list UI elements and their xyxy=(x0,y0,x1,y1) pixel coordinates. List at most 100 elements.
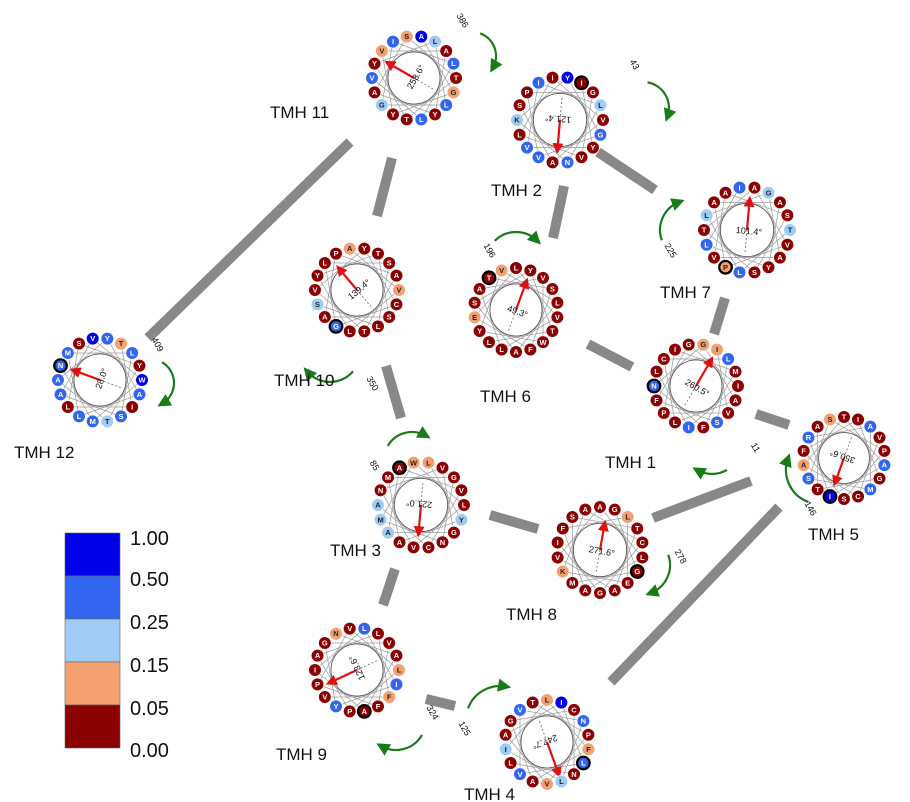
residue-G: G xyxy=(629,564,645,579)
helix-spoke xyxy=(817,478,880,490)
svg-text:C: C xyxy=(394,300,400,309)
svg-text:K: K xyxy=(514,116,520,125)
svg-text:F: F xyxy=(654,396,659,405)
svg-text:N: N xyxy=(581,717,586,726)
helix-spoke xyxy=(803,419,859,452)
svg-text:Y: Y xyxy=(459,515,464,524)
svg-text:A: A xyxy=(550,158,556,167)
helix-spoke xyxy=(381,50,394,115)
svg-text:A: A xyxy=(372,88,378,97)
helix-spoke xyxy=(803,450,845,500)
svg-text:V: V xyxy=(347,624,352,633)
svg-text:G: G xyxy=(700,340,706,349)
residue-V: V xyxy=(872,430,887,445)
svg-text:A: A xyxy=(612,586,618,595)
residue-V: V xyxy=(721,406,735,420)
svg-text:V: V xyxy=(499,266,504,275)
residue-V: V xyxy=(780,238,795,252)
hydrophobic-moment-arrow xyxy=(695,356,714,387)
svg-text:A: A xyxy=(58,390,64,399)
residue-G: G xyxy=(696,338,710,352)
residue-L: L xyxy=(550,296,564,310)
svg-text:P: P xyxy=(723,263,728,272)
svg-text:Y: Y xyxy=(477,327,482,336)
residue-A: A xyxy=(608,583,622,598)
helix-spoke xyxy=(519,77,553,135)
helix-label: TMH 6 xyxy=(480,387,531,406)
helix-spoke xyxy=(314,628,365,671)
residue-M: M xyxy=(373,513,388,527)
helix-spoke xyxy=(324,642,337,707)
svg-text:L: L xyxy=(419,115,424,124)
helix-label: TMH 7 xyxy=(660,283,711,302)
svg-text:M: M xyxy=(377,515,383,524)
residue-I: I xyxy=(710,343,724,357)
start-residue-number: 386 xyxy=(455,11,471,29)
helix-spoke xyxy=(716,349,729,414)
helix-spoke xyxy=(474,267,517,318)
residue-V: V xyxy=(536,271,550,285)
svg-text:G: G xyxy=(597,130,603,139)
legend-label-4: 0.15 xyxy=(130,655,169,677)
svg-text:S: S xyxy=(517,101,522,110)
hydrophobic-moment-arrow xyxy=(325,669,358,685)
svg-text:A: A xyxy=(801,461,807,470)
svg-text:A: A xyxy=(723,188,729,197)
residue-I: I xyxy=(125,400,139,414)
helix-spoke xyxy=(656,400,718,423)
residue-L: L xyxy=(318,256,332,270)
svg-text:P: P xyxy=(661,409,666,418)
helix-label: TMH 8 xyxy=(506,605,557,624)
helix-spoke xyxy=(515,302,558,353)
helix-spoke xyxy=(57,338,108,381)
svg-text:L: L xyxy=(673,418,678,427)
residue-S: S xyxy=(382,310,396,324)
residue-V: V xyxy=(382,636,396,650)
helix-spoke xyxy=(829,464,885,497)
residue-A: A xyxy=(367,85,382,99)
residue-M: M xyxy=(381,470,395,484)
svg-text:A: A xyxy=(752,183,758,192)
residue-N: N xyxy=(373,483,388,497)
helix-spoke xyxy=(532,702,589,736)
helix-spoke xyxy=(567,77,601,135)
svg-text:Y: Y xyxy=(528,266,533,275)
residue-L: L xyxy=(699,208,714,222)
residue-A: A xyxy=(473,282,487,296)
helix-label: TMH 1 xyxy=(605,453,656,472)
residue-G: G xyxy=(318,636,332,650)
residue-T: T xyxy=(630,521,644,536)
residue-P: P xyxy=(310,677,325,691)
residue-G: G xyxy=(447,470,461,484)
helix-spoke xyxy=(561,702,584,764)
residue-I: I xyxy=(545,71,560,85)
svg-text:T: T xyxy=(376,249,381,258)
residue-C: C xyxy=(421,540,436,554)
helix-spoke xyxy=(374,63,408,120)
svg-text:L: L xyxy=(347,327,352,336)
helix-spoke xyxy=(614,509,638,572)
helix-spoke xyxy=(552,77,604,121)
svg-text:G: G xyxy=(634,567,640,576)
helix-spoke xyxy=(567,105,601,163)
helix-spoke xyxy=(713,192,726,258)
residue-T: T xyxy=(400,112,414,126)
helix-spoke xyxy=(479,270,502,332)
residue-L: L xyxy=(343,324,357,338)
residue-S: S xyxy=(310,297,325,311)
helix-spoke xyxy=(585,557,643,591)
svg-text:L: L xyxy=(514,264,519,273)
svg-text:L: L xyxy=(323,259,328,268)
helix-spoke xyxy=(739,229,791,273)
helix-spoke xyxy=(519,709,584,722)
svg-text:F: F xyxy=(801,446,806,455)
residue-V: V xyxy=(454,483,469,497)
helix-label: TMH 2 xyxy=(491,181,542,200)
residue-V: V xyxy=(596,113,610,127)
residue-V: V xyxy=(551,550,565,565)
helix-spoke xyxy=(474,270,531,304)
connector-9-4 xyxy=(424,694,457,711)
connector-8-5 xyxy=(651,476,753,523)
residue-L: L xyxy=(357,622,371,636)
svg-text:S: S xyxy=(570,513,575,522)
